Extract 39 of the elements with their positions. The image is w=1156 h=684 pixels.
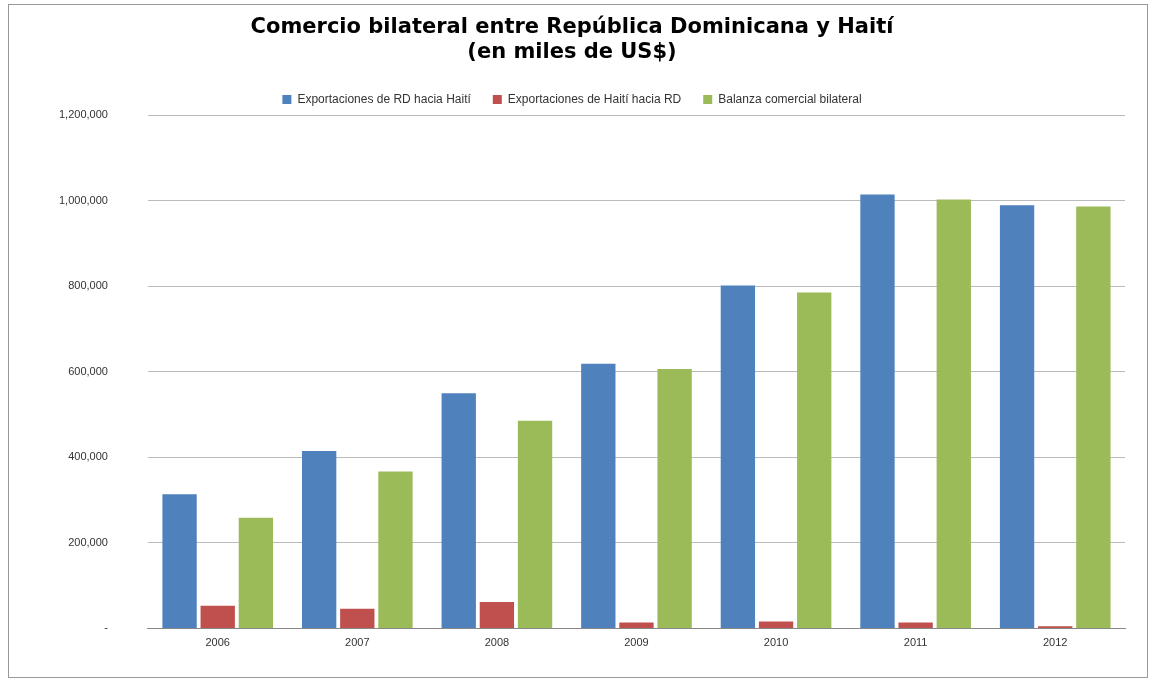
bar [758, 621, 794, 628]
legend-label: Exportaciones de Haití hacia RD [507, 91, 682, 106]
bar [619, 622, 654, 628]
x-tick-label: 2011 [903, 636, 928, 649]
bar [441, 393, 476, 628]
y-tick-label: 200,000 [68, 535, 108, 548]
x-tick-label: 2010 [763, 636, 789, 649]
bar [301, 450, 337, 628]
bar [479, 601, 515, 628]
y-tick-label: 800,000 [68, 279, 108, 292]
y-tick-label: 400,000 [68, 450, 108, 463]
bar [720, 285, 756, 628]
bar [936, 199, 971, 628]
legend-label: Exportaciones de RD hacia Haití [297, 91, 472, 106]
bar [898, 622, 933, 628]
y-tick-label: - [104, 621, 109, 634]
x-tick-label: 2006 [205, 636, 230, 649]
x-tick-label: 2008 [484, 636, 510, 649]
x-tick-label: 2009 [624, 636, 649, 649]
bar [238, 517, 274, 628]
bar [162, 494, 197, 628]
x-tick-label: 2012 [1042, 636, 1068, 649]
y-tick-label: 1,200,000 [59, 108, 108, 121]
bar [797, 292, 832, 628]
bar [860, 194, 895, 628]
bar [1076, 206, 1111, 628]
bar [999, 205, 1035, 628]
legend-label: Balanza comercial bilateral [718, 91, 862, 106]
bar [378, 471, 413, 628]
y-tick-label: 600,000 [68, 364, 108, 377]
bar [200, 605, 235, 628]
bar [581, 363, 616, 628]
x-tick-label: 2007 [345, 636, 370, 649]
bar [340, 608, 375, 628]
bar [517, 420, 553, 628]
chart-subtitle: (en miles de US$) [467, 39, 677, 64]
chart-title: Comercio bilateral entre República Dominicana y Haití [250, 14, 896, 39]
bar [657, 368, 692, 628]
y-tick-label: 1,000,000 [59, 193, 108, 206]
